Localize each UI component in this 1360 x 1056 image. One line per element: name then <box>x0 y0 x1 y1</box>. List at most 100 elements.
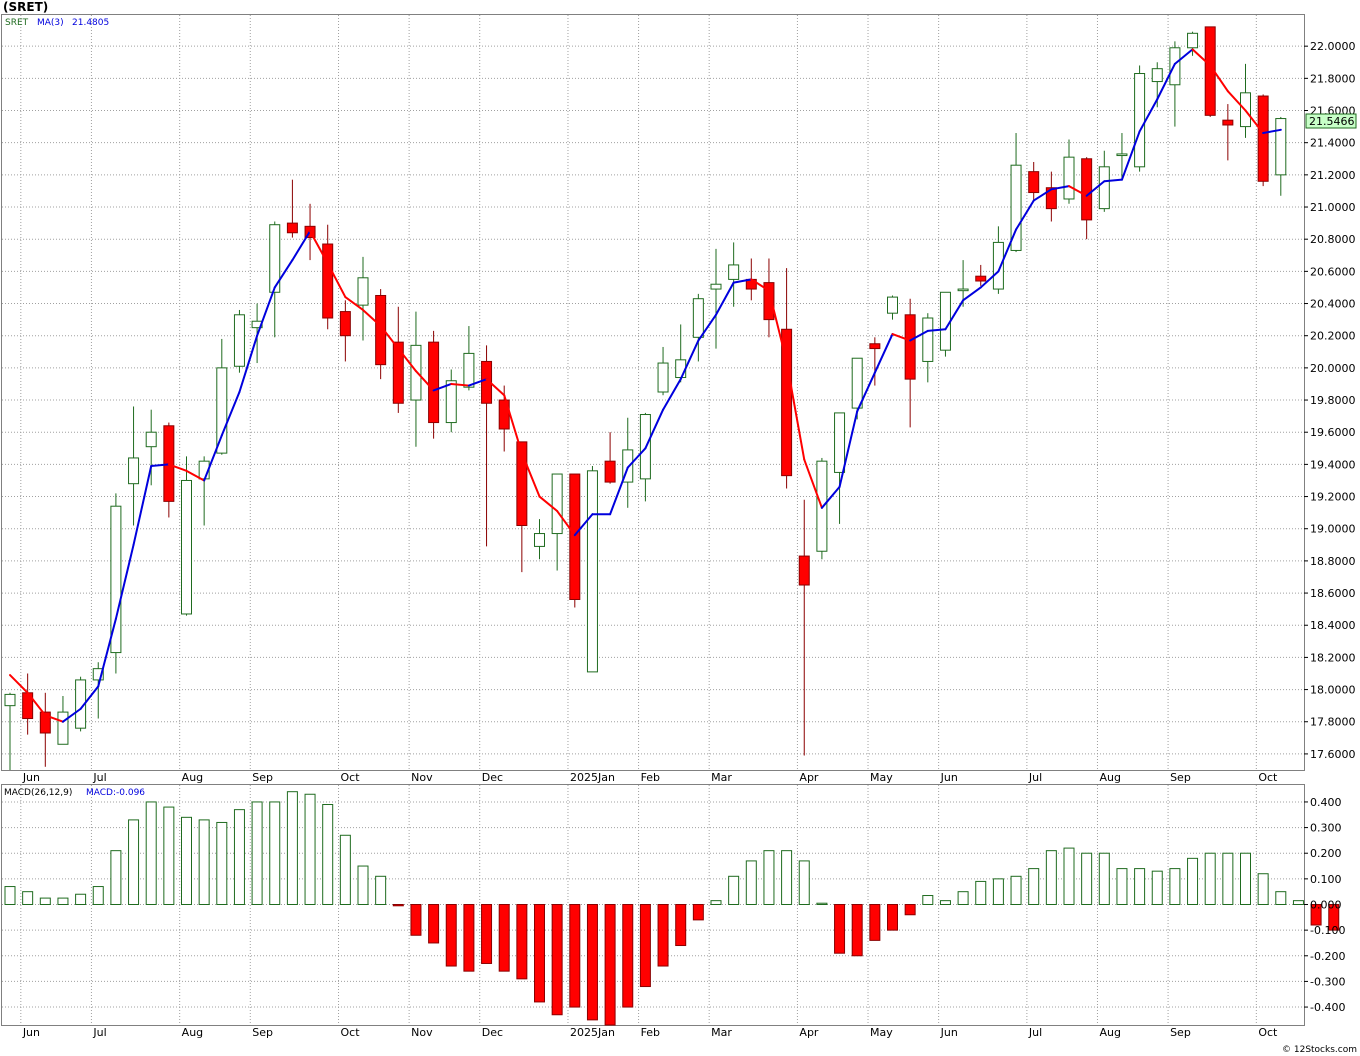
macd-bar-positive <box>1240 852 1251 905</box>
ma-segment <box>1032 188 1053 202</box>
candle-up <box>851 357 863 409</box>
month-label: Apr <box>799 771 819 784</box>
ma-segment <box>9 674 29 694</box>
ma-segment <box>273 259 294 289</box>
macd-bar-positive <box>251 801 263 906</box>
macd-tick-label: -0.100 <box>1310 924 1345 937</box>
ma-segment <box>150 463 170 467</box>
last-price-label: 21.5466 <box>1309 115 1355 128</box>
watermark: © 12Stocks.com <box>1282 1045 1357 1055</box>
ma-segment <box>1173 48 1194 65</box>
ma-segment <box>803 458 823 509</box>
candle-up <box>992 241 1004 290</box>
macd-bar-positive <box>181 816 192 905</box>
candle-up <box>57 711 69 745</box>
candle-down <box>1028 171 1040 194</box>
ma-segment <box>256 286 276 337</box>
ma-segment <box>520 452 541 498</box>
ma-segment <box>1156 62 1176 101</box>
macd-bar-positive <box>975 880 987 906</box>
candle-down <box>975 275 987 282</box>
ma-segment <box>1138 98 1159 133</box>
ma-segment <box>185 469 206 482</box>
candle-up <box>4 693 16 707</box>
candle-up <box>233 314 245 367</box>
candle-up <box>1010 164 1022 251</box>
macd-bar-positive <box>939 900 951 905</box>
macd-bar-positive <box>1222 852 1234 905</box>
price-tick-label: 20.8000 <box>1310 233 1356 246</box>
candle-down <box>516 441 528 527</box>
month-label-macd: Dec <box>482 1026 503 1039</box>
candle-up <box>181 479 192 615</box>
price-tick-label: 19.4000 <box>1310 458 1356 471</box>
macd-bar-positive <box>1292 900 1304 905</box>
ma-segment <box>856 371 876 413</box>
macd-bar-positive <box>1204 852 1216 905</box>
month-label-macd: Sep <box>1170 1026 1191 1039</box>
ma-segment <box>414 370 435 392</box>
ma-segment <box>485 378 506 397</box>
ma-segment <box>873 333 894 374</box>
candle-down <box>1081 158 1093 221</box>
macd-bar-negative <box>904 904 916 916</box>
macd-bar-negative <box>428 904 440 944</box>
macd-legend-value: MACD:-0.096 <box>86 788 145 798</box>
price-tick-label: 18.4000 <box>1310 619 1356 632</box>
macd-bar-negative <box>622 904 634 1008</box>
candle-up <box>1275 118 1287 176</box>
ma-segment <box>114 543 135 620</box>
ma-legend-value: 21.4805 <box>72 18 109 28</box>
price-tick-label: 21.4000 <box>1310 137 1356 150</box>
macd-bar-negative <box>675 904 687 947</box>
ma-segment <box>1262 128 1282 135</box>
macd-tick-label: -0.200 <box>1310 950 1345 963</box>
macd-bar-positive <box>781 850 793 905</box>
ma-segment <box>220 391 241 437</box>
price-tick-label: 20.0000 <box>1310 362 1356 375</box>
macd-bar-positive <box>710 900 722 905</box>
ma-segment <box>926 328 947 332</box>
ma-segment <box>450 382 470 387</box>
price-tick-label: 18.6000 <box>1310 587 1356 600</box>
macd-bar-negative <box>887 904 898 931</box>
month-label-macd: Jun <box>940 1026 958 1039</box>
month-label-macd: May <box>870 1026 893 1039</box>
month-label-macd: Jul <box>92 1026 106 1039</box>
candle-up <box>1169 47 1181 86</box>
macd-bar-positive <box>1134 868 1146 905</box>
month-label-macd: Jun <box>22 1026 40 1039</box>
symbol-title: (SRET) <box>3 0 48 14</box>
macd-bar-negative <box>498 904 510 972</box>
candle-down <box>286 222 298 234</box>
candle-up <box>1098 166 1110 210</box>
candle-up <box>92 668 104 681</box>
candle-up <box>445 380 457 424</box>
candle-up <box>1134 73 1146 168</box>
month-label-macd: 2025Jan <box>570 1026 615 1039</box>
macd-tick-label: -0.400 <box>1310 1001 1345 1014</box>
price-tick-label: 18.2000 <box>1310 651 1356 664</box>
macd-bar-positive <box>145 801 157 906</box>
price-tick-label: 19.8000 <box>1310 394 1356 407</box>
macd-bar-negative <box>834 904 846 954</box>
candle-up <box>145 431 157 448</box>
month-label: Oct <box>341 771 361 784</box>
macd-bar-positive <box>198 819 210 905</box>
macd-tick-label: 0.300 <box>1310 822 1342 835</box>
macd-tick-label: 0.400 <box>1310 796 1342 809</box>
price-tick-label: 21.2000 <box>1310 169 1356 182</box>
ma-segment <box>397 347 417 373</box>
ma-segment <box>538 495 559 513</box>
candle-up <box>1063 156 1075 200</box>
macd-bar-positive <box>110 850 122 905</box>
month-label: Dec <box>482 771 503 784</box>
candle-up <box>728 264 740 280</box>
macd-bar-positive <box>4 886 16 905</box>
macd-bar-positive <box>269 801 281 906</box>
ma-segment <box>79 685 100 710</box>
ma-segment <box>326 262 347 299</box>
candle-up <box>675 359 687 379</box>
month-label-macd: Nov <box>411 1026 433 1039</box>
ma-segment <box>467 378 488 387</box>
